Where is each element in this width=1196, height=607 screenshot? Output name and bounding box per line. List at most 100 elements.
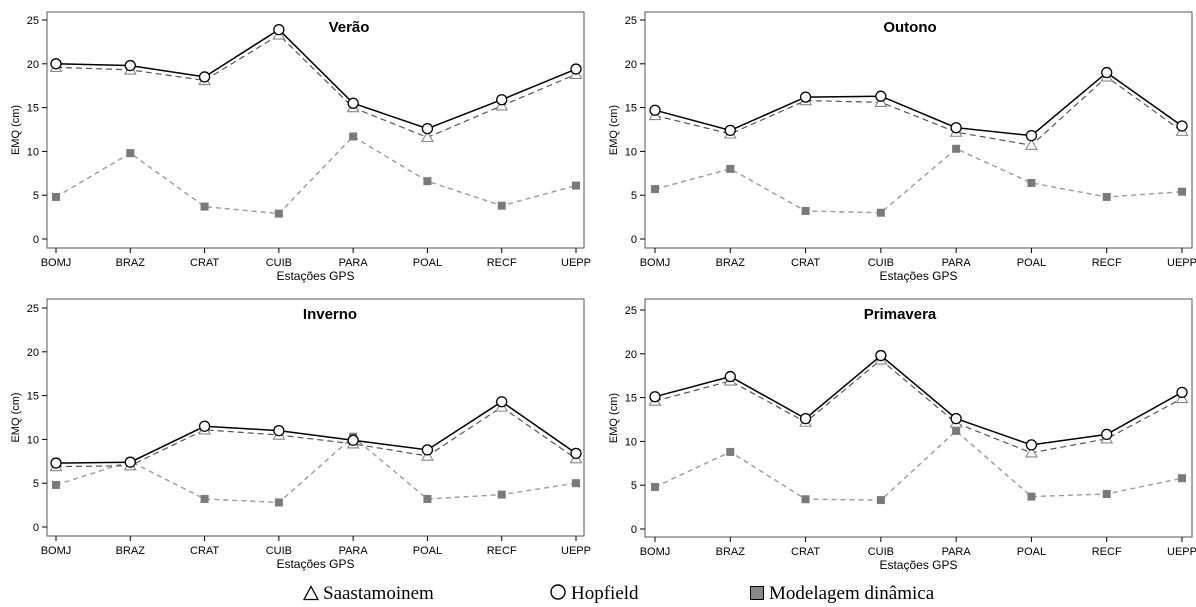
point-modelagem-dinamica [801,495,810,504]
point-hopfield [950,412,962,425]
legend: Saastamoinem Hopfield Modelagem dinâmica [0,582,1196,606]
point-modelagem-dinamica [423,494,432,503]
point-modelagem-dinamica [497,201,506,210]
x-tick-label: UEPP [561,257,591,269]
point-modelagem-dinamica [1027,492,1036,501]
point-hopfield [950,122,962,134]
point-hopfield [570,447,582,460]
series-line-saast [654,359,1183,454]
point-modelagem-dinamica [1178,474,1186,483]
x-tick-label: UEPP [561,545,591,557]
x-tick-label: CRAT [791,257,820,269]
point-hopfield [724,124,736,137]
series-line-dyn [55,435,577,504]
x-axis-label: Estações GPS [879,269,957,283]
y-tick-label: 20 [27,59,39,71]
point-saastamoinem [420,130,434,143]
y-axis-label: EMQ (cm) [608,393,620,443]
legend-item-hopfield: Hopfield [549,582,639,606]
point-modelagem-dinamica [200,494,209,503]
point-hopfield [1176,386,1188,398]
x-tick-label: PARA [339,545,369,557]
point-hopfield [1101,428,1113,441]
y-axis-label: EMQ (cm) [10,392,22,442]
y-tick-label: 20 [625,349,637,361]
series-line-hop [654,354,1183,446]
y-tick-label: 10 [625,146,637,158]
y-tick-label: 5 [631,480,637,492]
point-hopfield [875,349,887,362]
point-hopfield [198,71,211,83]
y-tick-label: 20 [625,59,637,71]
plot-frame [46,298,585,537]
x-tick-label: POAL [1017,546,1046,558]
series-line-saast [55,406,577,468]
series-line-dyn [55,135,577,215]
chart-panel-0: 0 5 10 15 20 25 BOMJ BRAZ CRAT CUIB PARA POAL RECF UE… [10,11,591,283]
y-tick-label: 0 [33,522,39,534]
x-tick-label: UEPP [1167,546,1196,558]
point-hopfield [347,434,359,446]
x-tick-label: PARA [942,257,972,269]
point-hopfield [496,94,508,106]
point-hopfield [799,412,812,425]
y-tick-label: 0 [631,234,637,246]
point-modelagem-dinamica [801,206,810,215]
y-tick-label: 25 [625,305,637,317]
point-modelagem-dinamica [423,177,432,186]
chart-title: Primavera [864,306,937,323]
point-modelagem-dinamica [1102,192,1111,201]
point-modelagem-dinamica [1102,489,1111,498]
point-hopfield [649,104,661,116]
y-tick-label: 0 [33,234,39,246]
point-modelagem-dinamica [876,496,885,505]
point-hopfield [1025,439,1038,451]
point-modelagem-dinamica [126,149,135,158]
point-modelagem-dinamica [952,426,961,435]
point-modelagem-dinamica [497,490,506,499]
x-tick-label: BRAZ [116,257,146,269]
point-modelagem-dinamica [952,144,961,153]
point-modelagem-dinamica [651,482,659,491]
point-modelagem-dinamica [726,447,735,456]
point-modelagem-dinamica [651,185,659,194]
x-tick-label: CRAT [190,545,219,557]
point-saastamoinem [1024,138,1038,150]
point-hopfield [1101,66,1113,79]
y-tick-label: 15 [27,391,39,403]
x-tick-label: CRAT [791,546,820,558]
x-tick-label: PARA [942,546,972,558]
point-hopfield [50,58,62,70]
y-tick-label: 15 [625,103,637,115]
point-hopfield [1176,120,1188,132]
point-modelagem-dinamica [572,181,580,190]
x-tick-label: BOMJ [640,546,671,558]
point-hopfield [649,391,661,403]
series-line-saast [654,76,1183,146]
chart-title: Outono [883,19,936,36]
y-tick-label: 25 [27,303,39,315]
x-tick-label: CUIB [266,257,292,269]
y-tick-label: 25 [625,15,637,27]
point-hopfield [875,90,887,102]
point-hopfield [421,444,434,456]
point-modelagem-dinamica [200,202,209,211]
legend-label-hopfield: Hopfield [571,583,639,604]
x-tick-label: POAL [413,257,442,269]
x-axis-label: Estações GPS [879,558,957,572]
x-tick-label: POAL [1017,257,1046,269]
point-modelagem-dinamica [52,192,60,201]
x-tick-label: BOMJ [640,257,671,269]
y-axis-label: EMQ (cm) [608,105,620,155]
chart-title: Inverno [303,306,357,323]
series-line-hop [55,28,577,130]
point-hopfield [1025,129,1038,142]
x-tick-label: CUIB [266,545,292,557]
chart-panel-2: 0 5 10 15 20 25 BOMJ BRAZ CRAT CUIB PARA POAL RECF UE… [10,298,591,571]
x-tick-label: BRAZ [716,257,746,269]
point-modelagem-dinamica [52,480,60,489]
x-tick-label: BRAZ [716,546,746,558]
point-modelagem-dinamica [274,498,283,507]
point-modelagem-dinamica [876,208,885,217]
